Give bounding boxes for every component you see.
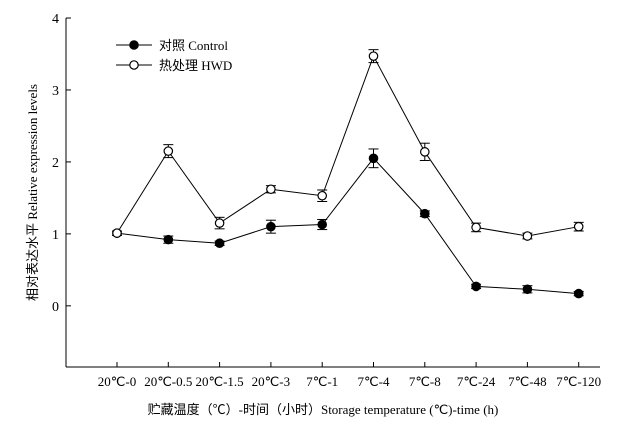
series-2 [112,49,584,241]
data-point [112,228,122,238]
y-tick-label: 0 [52,300,59,315]
x-tick-label: 20℃-0 [98,374,136,389]
y-tick-label: 2 [52,156,59,171]
y-tick-label: 3 [52,84,59,99]
y-tick-label: 1 [52,228,59,243]
data-point [317,219,327,230]
data-point [471,222,481,233]
data-point [522,284,533,295]
legend: 对照 Control 热处理 HWD [116,38,232,73]
x-axis-title: 贮藏温度（℃）-时间（小时）Storage temperature (℃)-ti… [148,402,499,417]
y-axis-title: 相对表达水平 Relative expression levels [25,84,40,301]
data-point [573,221,584,232]
x-tick-label: 7℃-48 [508,374,546,389]
data-point [317,190,327,201]
x-tick-label: 20℃-0.5 [144,374,192,389]
data-point [266,184,276,195]
data-point [163,146,174,156]
data-point [214,218,225,228]
x-tick-label: 20℃-3 [252,374,290,389]
data-point [419,208,430,219]
data-point [471,281,481,292]
x-tick-label: 20℃-1.5 [196,374,244,389]
legend-marker [129,40,139,50]
x-tick-label: 7℃-8 [409,374,441,389]
data-point [214,238,225,249]
x-tick-label: 7℃-120 [556,374,601,389]
series-line [116,157,579,295]
x-tick-label: 7℃-1 [306,374,338,389]
x-tick-label: 7℃-24 [457,374,496,389]
y-tick-label: 4 [52,12,59,27]
axes: 0 1 2 3 4 20℃-0 20℃-0.5 20℃-1.5 20℃-3 7℃-1 7℃-4 7℃-… [52,12,601,389]
legend-label: 热处理 HWD [159,58,232,73]
data-point [522,231,533,241]
legend-marker [129,60,139,70]
data-point [266,221,276,232]
x-tick-label: 7℃-4 [358,374,390,389]
data-point [419,147,430,157]
data-point [163,234,174,245]
legend-label: 对照 Control [159,38,228,53]
series-layer [112,49,584,299]
series-line [116,54,579,237]
data-point [368,153,379,164]
data-point [573,288,584,299]
data-point [368,51,379,61]
